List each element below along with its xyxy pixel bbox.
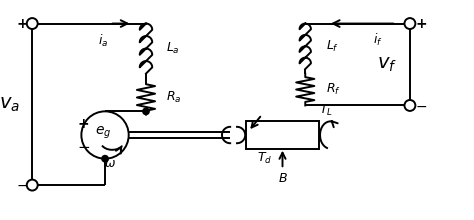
Text: $R_f$: $R_f$ — [326, 82, 341, 97]
Text: $T_d$: $T_d$ — [257, 151, 272, 166]
Text: +: + — [17, 16, 28, 31]
Text: $-$: $-$ — [77, 138, 90, 152]
Circle shape — [143, 108, 149, 115]
Text: $e_g$: $e_g$ — [95, 125, 111, 141]
Text: $-$: $-$ — [16, 178, 28, 192]
Text: $R_a$: $R_a$ — [166, 90, 182, 105]
Circle shape — [27, 18, 38, 29]
Text: $L_f$: $L_f$ — [326, 39, 339, 54]
Text: $B$: $B$ — [278, 172, 287, 185]
Text: $\omega$: $\omega$ — [104, 157, 116, 170]
Text: $i_a$: $i_a$ — [98, 33, 108, 49]
Circle shape — [102, 156, 108, 162]
Circle shape — [404, 18, 415, 29]
Bar — [246, 121, 319, 149]
Text: $-$: $-$ — [415, 98, 428, 112]
Text: $\mathit{v}_a$: $\mathit{v}_a$ — [0, 95, 20, 114]
Circle shape — [404, 100, 415, 111]
Circle shape — [27, 180, 38, 191]
Text: $L_a$: $L_a$ — [166, 41, 180, 56]
Text: +: + — [416, 16, 427, 31]
Text: $i_f$: $i_f$ — [373, 32, 383, 48]
Text: +: + — [78, 117, 90, 131]
Text: $T_L$: $T_L$ — [319, 103, 333, 118]
Text: $\mathit{v}_f$: $\mathit{v}_f$ — [377, 55, 397, 74]
